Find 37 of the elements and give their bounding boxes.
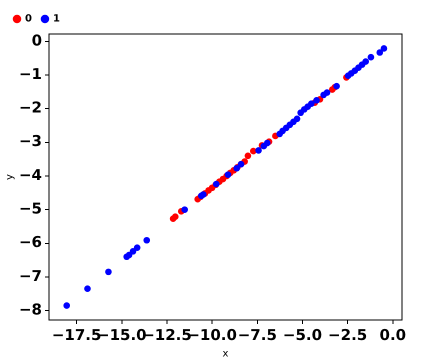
y-tick-label: −3 <box>18 132 42 150</box>
point <box>181 206 188 213</box>
point <box>134 244 140 251</box>
point <box>143 236 150 244</box>
x-tick-label: 0.0 <box>380 326 406 344</box>
point <box>368 54 374 61</box>
point <box>244 152 252 160</box>
point <box>105 268 112 276</box>
point <box>324 89 330 96</box>
legend-label: 1 <box>52 14 60 25</box>
point <box>380 45 388 52</box>
point <box>362 58 369 65</box>
point <box>63 302 70 309</box>
point <box>250 148 257 154</box>
y-tick-label: −2 <box>18 98 42 117</box>
x-tick-label: −7.5 <box>238 326 277 344</box>
x-tick-label: −2.5 <box>328 326 368 344</box>
x-tick-label: −17.5 <box>52 326 102 344</box>
y-tick-label: −6 <box>18 233 42 252</box>
y-tick-label: −7 <box>18 266 42 285</box>
point <box>84 285 91 292</box>
point <box>313 96 320 104</box>
y-tick-label: −4 <box>18 166 42 184</box>
point <box>376 49 384 56</box>
y-tick-label: −8 <box>18 300 42 318</box>
point <box>308 100 315 107</box>
x-tick-label: −5.0 <box>282 326 322 344</box>
y-tick-label: −1 <box>18 64 42 83</box>
point <box>126 252 132 258</box>
y-tick-label: 0 <box>32 31 42 50</box>
point <box>130 248 136 255</box>
point <box>172 213 179 220</box>
point <box>294 115 300 122</box>
y-axis-title: y <box>4 174 16 180</box>
point <box>255 147 262 154</box>
y-tick-label: −5 <box>18 200 42 218</box>
x-axis-title: x <box>222 348 229 360</box>
